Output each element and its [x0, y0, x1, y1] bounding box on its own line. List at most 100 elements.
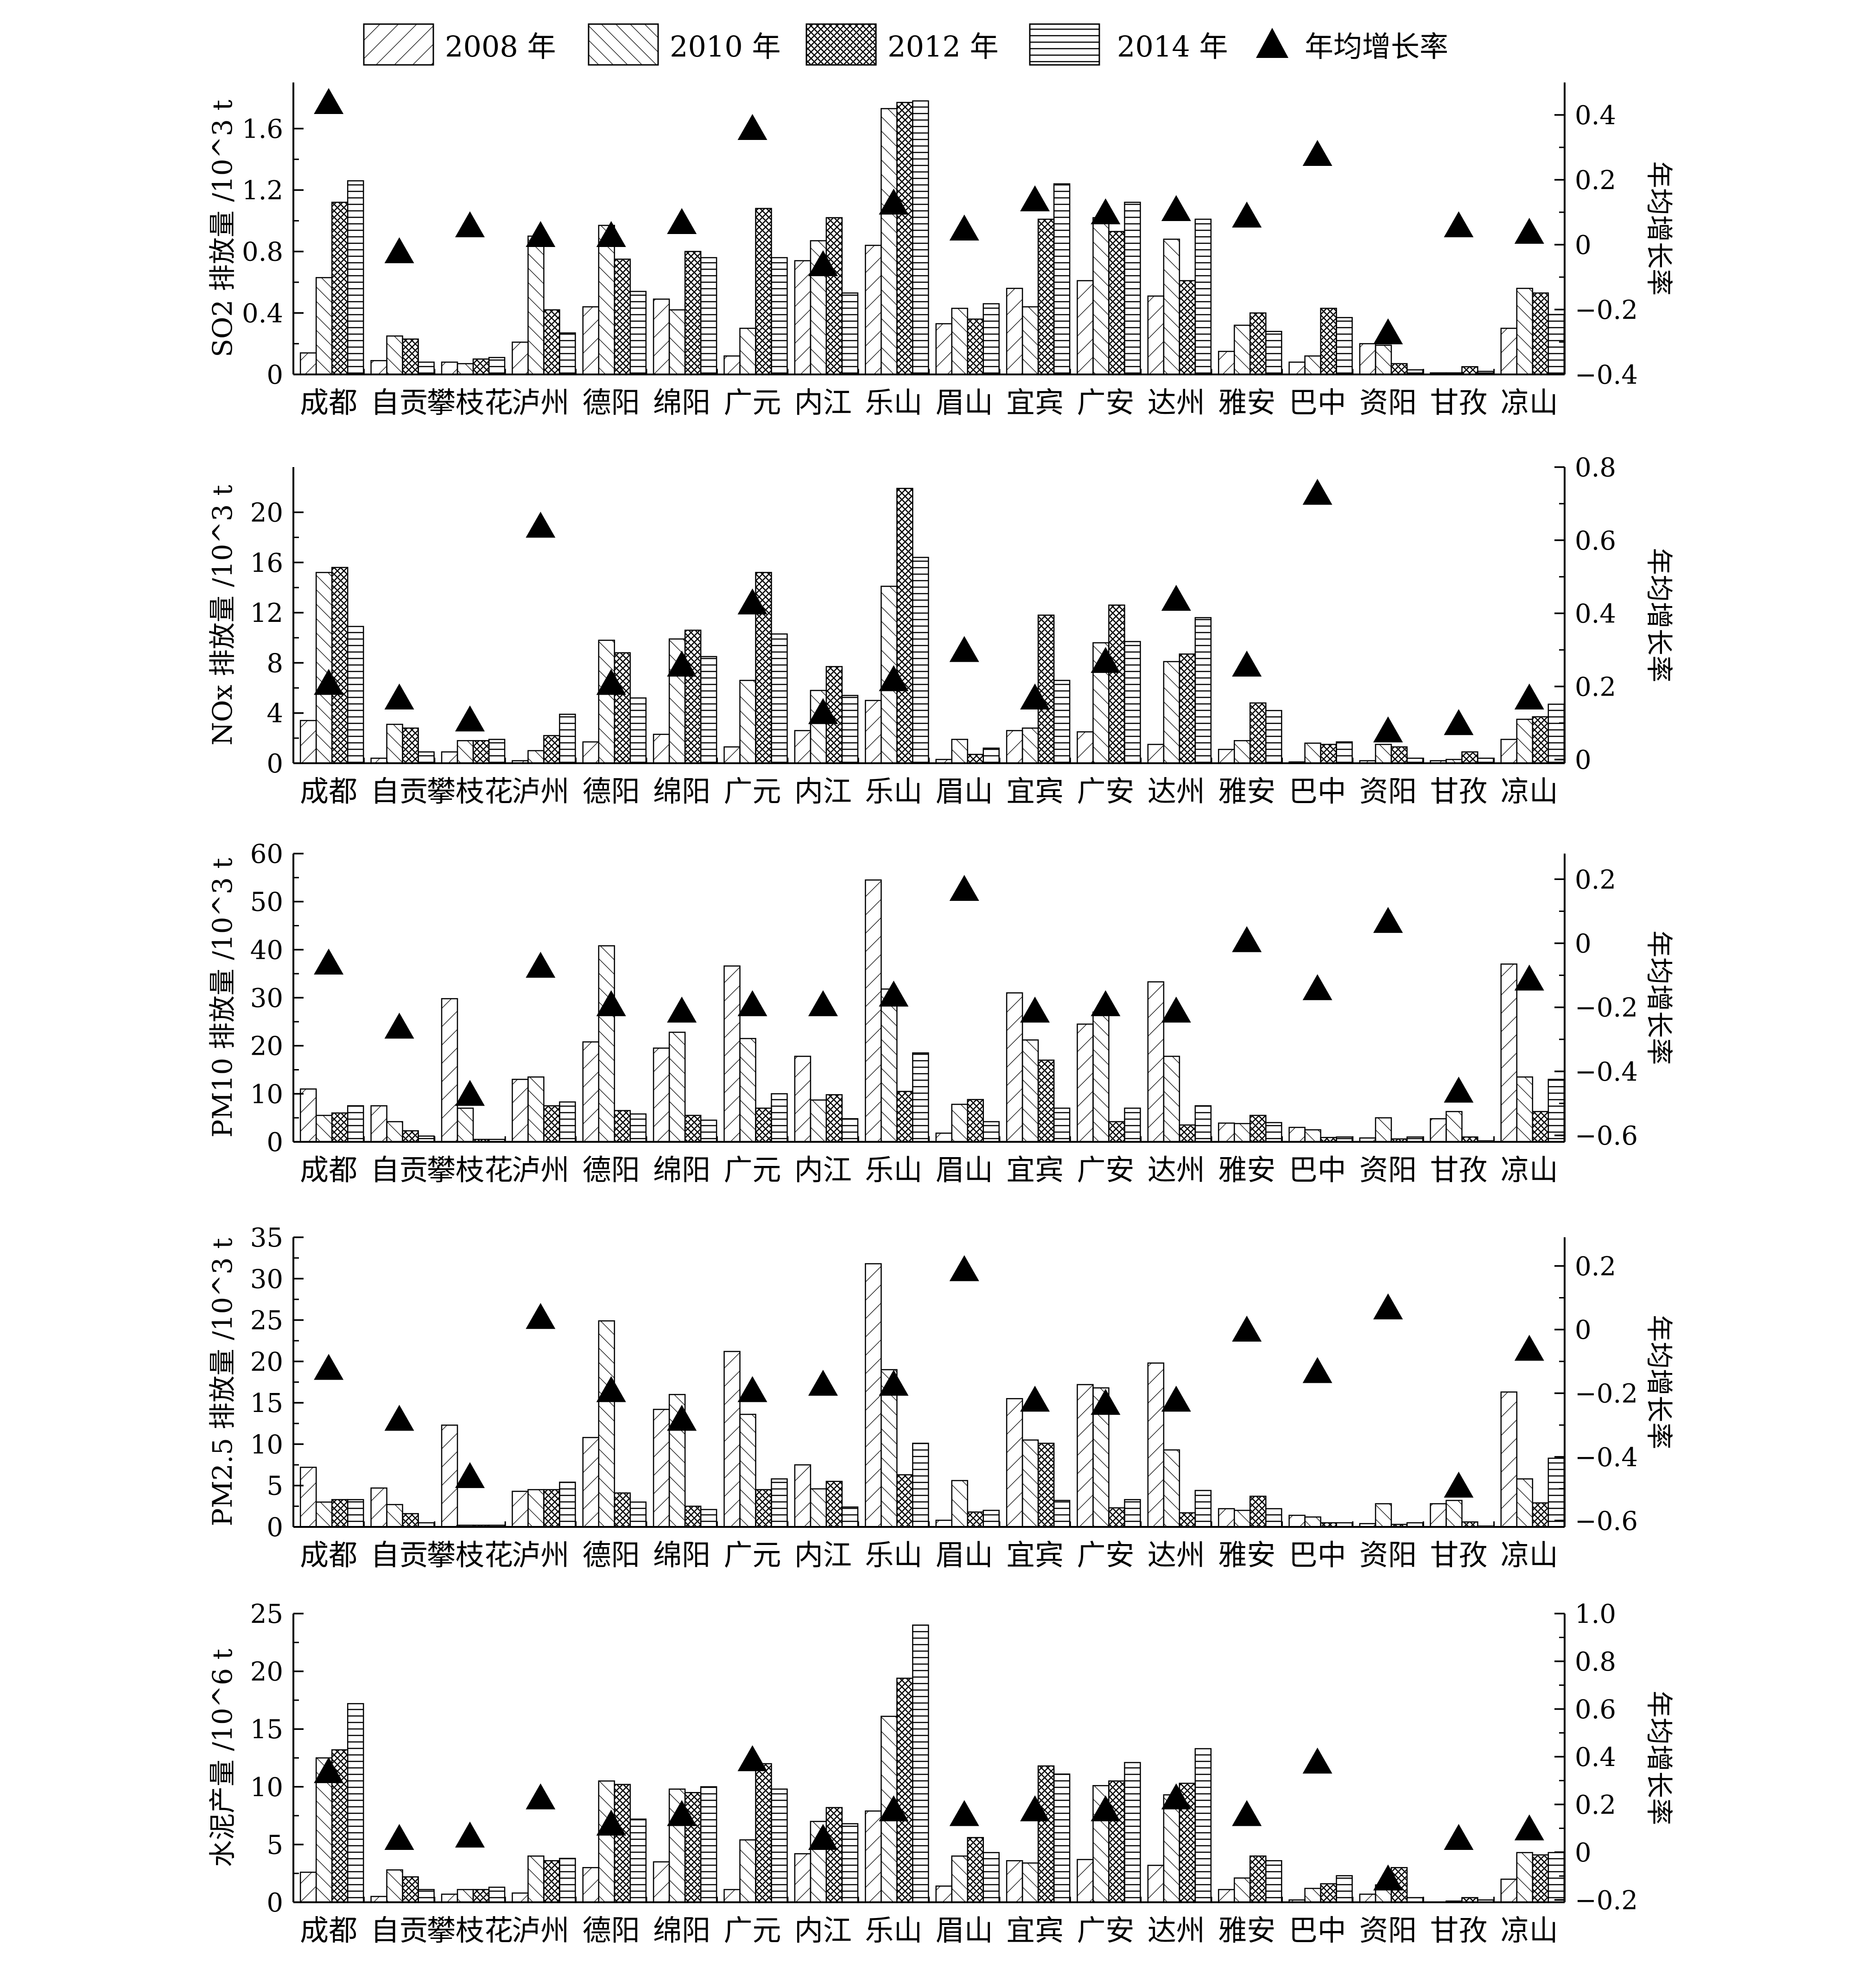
- x-tick-label-雅安: 雅安: [1218, 1913, 1275, 1947]
- y2-tick-label: 0: [1575, 1315, 1592, 1345]
- bar-2010-泸州: [527, 1076, 545, 1143]
- growth-marker-攀枝花: [455, 211, 485, 237]
- bar-2010-德阳: [598, 225, 615, 375]
- bar-2012-雅安: [1249, 312, 1267, 375]
- bar-2010-广元: [739, 328, 756, 375]
- y-tick-label: 5: [266, 1830, 283, 1860]
- x-tick-label-自贡: 自贡: [371, 1913, 428, 1947]
- growth-marker-成都: [314, 669, 344, 695]
- bar-2014-成都: [347, 1499, 364, 1528]
- growth-marker-宜宾: [1020, 1795, 1050, 1822]
- bar-2014-广安: [1124, 1108, 1141, 1143]
- x-tick-label-广安: 广安: [1077, 1538, 1134, 1572]
- bar-2012-广安: [1108, 1780, 1125, 1903]
- legend-swatch-2012: [805, 23, 877, 66]
- x-tick-label-巴中: 巴中: [1289, 774, 1346, 808]
- y2-tick-label: −0.2: [1575, 1886, 1638, 1916]
- bar-2010-德阳: [598, 945, 615, 1143]
- x-tick-label-乐山: 乐山: [865, 1913, 922, 1947]
- bar-2008-泸州: [512, 342, 529, 375]
- chart-panel-4: 0 5 10 15 20 25 30 35 −0.6 −0.4 −0.2 0 0.2 成都 自贡攀枝花泸州德…: [207, 1223, 1675, 1572]
- bar-2010-凉山: [1516, 1478, 1534, 1528]
- x-tick-label-凉山: 凉山: [1501, 386, 1558, 419]
- x-tick-label-攀枝花: 攀枝花: [427, 774, 513, 808]
- y2-tick-label: 0.2: [1575, 672, 1616, 702]
- bar-2012-甘孜: [1461, 366, 1478, 375]
- x-tick-label-泸州: 泸州: [512, 774, 569, 808]
- y-tick-label: 12: [250, 598, 283, 628]
- y2-tick-label: −0.4: [1575, 1443, 1638, 1473]
- bar-2008-巴中: [1288, 1127, 1306, 1143]
- y2-tick-label: −0.2: [1575, 1379, 1638, 1409]
- y-tick-label: 20: [250, 1032, 283, 1062]
- x-tick-label-资阳: 资阳: [1359, 1153, 1417, 1187]
- bar-2012-凉山: [1532, 716, 1549, 764]
- bar-2012-自贡: [402, 1513, 419, 1528]
- bar-2014-绵阳: [700, 1786, 717, 1903]
- x-tick-label-宜宾: 宜宾: [1006, 1153, 1064, 1187]
- bar-2012-自贡: [402, 727, 419, 764]
- bar-2010-乐山: [881, 1369, 898, 1528]
- bar-2012-巴中: [1320, 308, 1337, 375]
- growth-marker-雅安: [1232, 202, 1262, 228]
- bar-2008-凉山: [1500, 963, 1518, 1143]
- bar-2010-眉山: [951, 1103, 968, 1143]
- x-tick-label-广元: 广元: [724, 774, 781, 808]
- growth-marker-绵阳: [667, 996, 697, 1023]
- bar-2012-宜宾: [1037, 1059, 1055, 1143]
- bar-2008-内江: [794, 730, 812, 764]
- bar-2012-德阳: [614, 1492, 631, 1528]
- growth-marker-德阳: [596, 669, 626, 695]
- bar-2012-泸州: [543, 1105, 560, 1143]
- bar-2010-绵阳: [668, 1032, 686, 1143]
- bar-2012-乐山: [896, 1474, 913, 1528]
- y-tick-label: 10: [250, 1773, 283, 1803]
- bar-2010-内江: [810, 1099, 827, 1143]
- bar-2010-自贡: [386, 1121, 403, 1143]
- bar-2008-雅安: [1218, 748, 1235, 764]
- bar-2010-攀枝花: [457, 363, 474, 375]
- bar-2014-乐山: [912, 1052, 929, 1143]
- y2-tick-label: 0: [1575, 230, 1592, 260]
- bar-2010-宜宾: [1021, 1039, 1039, 1143]
- bar-2014-凉山: [1547, 314, 1565, 375]
- growth-marker-甘孜: [1444, 1823, 1474, 1850]
- bar-2010-内江: [810, 1488, 827, 1528]
- x-tick-label-宜宾: 宜宾: [1006, 386, 1064, 419]
- growth-marker-凉山: [1514, 1335, 1544, 1361]
- y-tick-label: 15: [250, 1715, 283, 1745]
- y-tick-label: 25: [250, 1599, 283, 1629]
- y2-tick-label: 0.2: [1575, 865, 1616, 895]
- bar-2008-绵阳: [653, 1861, 670, 1903]
- bar-2014-眉山: [983, 1852, 1000, 1903]
- bar-2014-德阳: [629, 1501, 647, 1528]
- x-tick-label-德阳: 德阳: [583, 1913, 640, 1947]
- x-tick-label-甘孜: 甘孜: [1430, 1538, 1487, 1572]
- x-tick-label-甘孜: 甘孜: [1430, 1153, 1487, 1187]
- x-tick-label-巴中: 巴中: [1289, 1913, 1346, 1947]
- y2-axis-title: 年均增长率: [1643, 548, 1675, 682]
- bar-2014-自贡: [418, 1889, 435, 1903]
- bar-2010-巴中: [1304, 1516, 1321, 1528]
- y2-tick-label: −0.6: [1575, 1121, 1638, 1151]
- bar-2014-攀枝花: [488, 357, 506, 375]
- bar-2008-资阳: [1359, 1893, 1376, 1903]
- bar-2012-攀枝花: [472, 358, 490, 375]
- growth-marker-资阳: [1373, 907, 1403, 933]
- bar-2010-巴中: [1304, 1887, 1321, 1903]
- x-tick-label-绵阳: 绵阳: [653, 1913, 710, 1947]
- bar-2014-绵阳: [700, 1120, 717, 1143]
- bar-2010-泸州: [527, 750, 545, 764]
- bar-2012-甘孜: [1461, 751, 1478, 764]
- bar-2010-宜宾: [1021, 306, 1039, 375]
- growth-marker-凉山: [1514, 964, 1544, 991]
- x-tick-label-攀枝花: 攀枝花: [427, 1913, 513, 1947]
- x-tick-label-自贡: 自贡: [371, 1153, 428, 1187]
- bar-2012-雅安: [1249, 1114, 1267, 1143]
- bar-2008-泸州: [512, 1490, 529, 1528]
- bar-2008-成都: [299, 352, 317, 375]
- bar-2012-内江: [825, 1807, 843, 1903]
- bar-2012-绵阳: [684, 1506, 702, 1528]
- bar-2010-达州: [1163, 238, 1180, 375]
- growth-marker-内江: [808, 1369, 838, 1396]
